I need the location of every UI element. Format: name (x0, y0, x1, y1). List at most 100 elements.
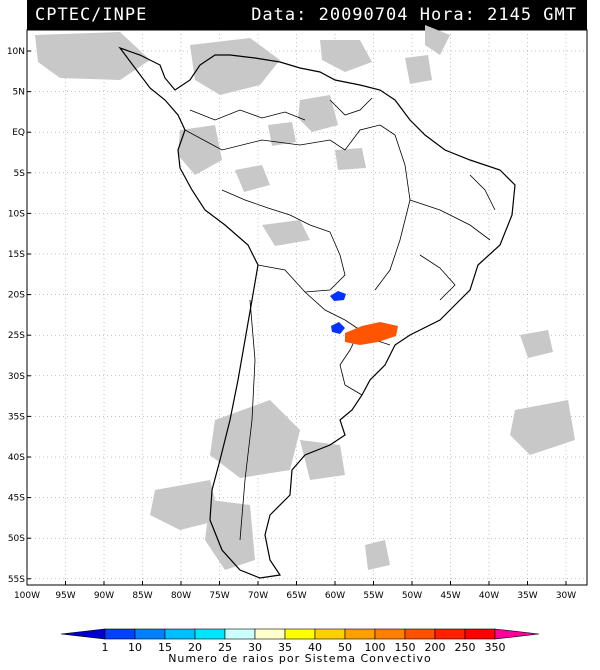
legend-value-label: 350 (485, 641, 506, 654)
lat-tick-label: 30S (8, 372, 25, 382)
border (189, 109, 306, 121)
lon-tick-label: 70W (248, 591, 268, 601)
lon-tick-label: 45W (440, 591, 460, 601)
legend-swatch (344, 628, 376, 640)
border (257, 264, 346, 321)
legend-swatch (134, 628, 166, 640)
legend-title: Numero de raios por Sistema Convectivo (168, 652, 432, 665)
lon-tick-label: 80W (171, 591, 191, 601)
legend-swatch (494, 628, 540, 640)
lon-tick-label: 85W (132, 591, 152, 601)
legend-swatch (104, 628, 136, 640)
legend-value-label: 30 (248, 641, 262, 654)
lon-tick-label: 100W (14, 591, 40, 601)
legend-value-label: 15 (158, 641, 172, 654)
longitude-labels: 100W 95W 90W 85W 80W 75W 70W 65W 60W 55W 50W 45W 40W… (14, 591, 576, 601)
lon-tick-label: 75W (209, 591, 229, 601)
border (184, 124, 396, 151)
lat-tick-label: 5N (13, 88, 25, 98)
border (304, 231, 346, 293)
lat-tick-label: 55S (8, 575, 25, 585)
cloud-patch (190, 38, 280, 95)
lon-tick-label: 40W (479, 591, 499, 601)
lon-tick-label: 35W (517, 591, 537, 601)
lon-tick-label: 90W (94, 591, 114, 601)
cloud-patch (510, 400, 575, 455)
legend-value-label: 250 (455, 641, 476, 654)
border (344, 384, 363, 396)
cloud-patch (335, 148, 366, 170)
lat-tick-label: 35S (8, 412, 25, 422)
lat-tick-label: EQ (12, 128, 25, 138)
border (409, 199, 491, 241)
cloud-patch (300, 440, 345, 480)
border (374, 134, 411, 291)
cloud-field (35, 25, 575, 570)
cloud-patch (150, 480, 220, 530)
lon-tick-label: 55W (363, 591, 383, 601)
lon-tick-label: 30W (556, 591, 576, 601)
legend-swatch (404, 628, 436, 640)
legend-value-label: 200 (425, 641, 446, 654)
lightning-cluster (330, 291, 346, 301)
legend-value-label: 1 (102, 641, 109, 654)
cloud-patch (210, 400, 300, 478)
lat-tick-label: 50S (8, 534, 25, 544)
legend-swatch (60, 628, 106, 640)
lat-tick-label: 25S (8, 331, 25, 341)
cloud-patch (298, 95, 338, 132)
legend-value-label: 100 (365, 641, 386, 654)
cloud-patch (35, 32, 150, 80)
legend-colorbar: 1 10 15 20 25 30 35 40 50 100 150 200 250 350 (60, 628, 540, 654)
source-label: CPTEC/INPE (35, 5, 148, 25)
cloud-patch (520, 330, 553, 358)
border (221, 189, 331, 233)
cloud-patch (320, 40, 372, 72)
legend-swatch (224, 628, 256, 640)
legend-swatch (314, 628, 346, 640)
lightning-systems (330, 291, 398, 345)
cloud-patch (405, 55, 432, 84)
lat-tick-label: 15S (8, 250, 25, 260)
graticule (26, 30, 587, 585)
date-time-label: Data: 20090704 Hora: 2145 GMT (251, 5, 577, 25)
lat-tick-label: 20S (8, 291, 25, 301)
cloud-patch (205, 500, 255, 570)
legend-swatch (164, 628, 196, 640)
legend-value-label: 35 (278, 641, 292, 654)
cloud-patch (425, 25, 450, 55)
cloud-patch (178, 125, 222, 175)
legend-value-label: 10 (128, 641, 142, 654)
legend-value-label: 25 (218, 641, 232, 654)
border (329, 97, 373, 116)
cloud-patch (365, 540, 390, 570)
legend-value-label: 150 (395, 641, 416, 654)
lon-tick-label: 95W (55, 591, 75, 601)
cloud-patch (268, 122, 296, 146)
border (469, 174, 496, 211)
latitude-labels: 10N 5N EQ 5S 10S 15S 20S 25S 30S 35S 40S 45S 50S 55S (7, 47, 25, 585)
legend-swatch (434, 628, 466, 640)
lat-tick-label: 5S (14, 169, 26, 179)
lat-tick-label: 10N (7, 47, 25, 57)
lat-tick-label: 10S (8, 209, 25, 219)
legend-value-label: 20 (188, 641, 202, 654)
lon-tick-label: 65W (286, 591, 306, 601)
legend-swatch (284, 628, 316, 640)
border (239, 299, 256, 541)
lon-tick-label: 60W (325, 591, 345, 601)
legend-value-label: 50 (338, 641, 352, 654)
legend-swatch (374, 628, 406, 640)
map-header: CPTEC/INPE Data: 20090704 Hora: 2145 GMT (27, 0, 587, 30)
lat-tick-label: 40S (8, 453, 25, 463)
country-borders (184, 97, 496, 541)
cloud-patch (235, 165, 270, 192)
lon-tick-label: 50W (402, 591, 422, 601)
cloud-patch (262, 220, 310, 246)
legend-swatch (194, 628, 226, 640)
legend-swatch (464, 628, 496, 640)
border (419, 254, 456, 301)
lat-tick-label: 45S (8, 494, 25, 504)
lightning-cluster (331, 322, 345, 334)
